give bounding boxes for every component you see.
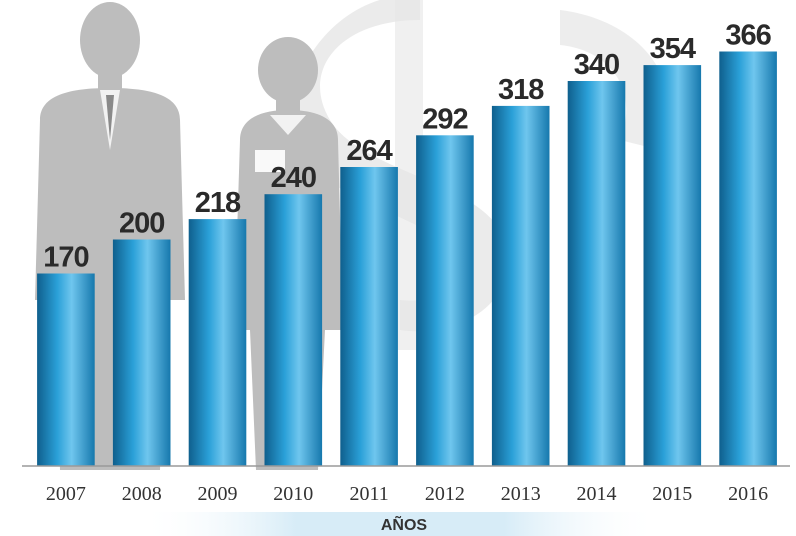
x-axis-title: AÑOS	[381, 514, 428, 534]
bar-2009	[188, 219, 247, 466]
value-labels-group: 170 200 218 240 264 292 318 340 354 366	[43, 20, 772, 274]
x-tick-label-2015: 2015	[652, 483, 692, 505]
value-label-2008: 200	[119, 208, 164, 240]
bar-2007	[37, 273, 95, 466]
value-label-2015: 354	[650, 33, 696, 65]
bars-group	[37, 51, 777, 467]
x-tick-label-2014: 2014	[577, 483, 617, 505]
bar-2016	[719, 51, 777, 466]
value-label-2007: 170	[43, 242, 88, 274]
axis-title-band	[140, 512, 660, 536]
bar-2008	[112, 239, 171, 466]
value-label-2014: 340	[574, 49, 619, 81]
x-tick-label-2007: 2007	[46, 483, 86, 505]
bar-2013	[491, 105, 550, 467]
value-label-2011: 264	[346, 135, 392, 167]
bar-2015	[643, 65, 702, 466]
bar-2010	[264, 194, 323, 466]
value-label-2009: 218	[195, 187, 241, 219]
value-label-2012: 292	[422, 103, 467, 135]
x-tick-label-2010: 2010	[273, 483, 313, 505]
x-tick-label-2009: 2009	[198, 483, 238, 505]
x-tick-label-2008: 2008	[122, 483, 162, 505]
bar-2011	[340, 167, 398, 466]
value-label-2016: 366	[725, 20, 771, 52]
x-tick-labels-group: 2007 2008 2009 2010 2011 2012 2013 2014 2015 2016	[46, 483, 768, 505]
x-tick-label-2016: 2016	[728, 483, 768, 505]
bar-2014	[567, 81, 626, 466]
x-tick-label-2012: 2012	[425, 483, 465, 505]
bar-2012	[416, 135, 474, 467]
x-tick-label-2011: 2011	[349, 483, 388, 505]
x-tick-label-2013: 2013	[501, 483, 541, 505]
value-label-2010: 240	[271, 162, 316, 194]
value-label-2013: 318	[498, 74, 544, 106]
